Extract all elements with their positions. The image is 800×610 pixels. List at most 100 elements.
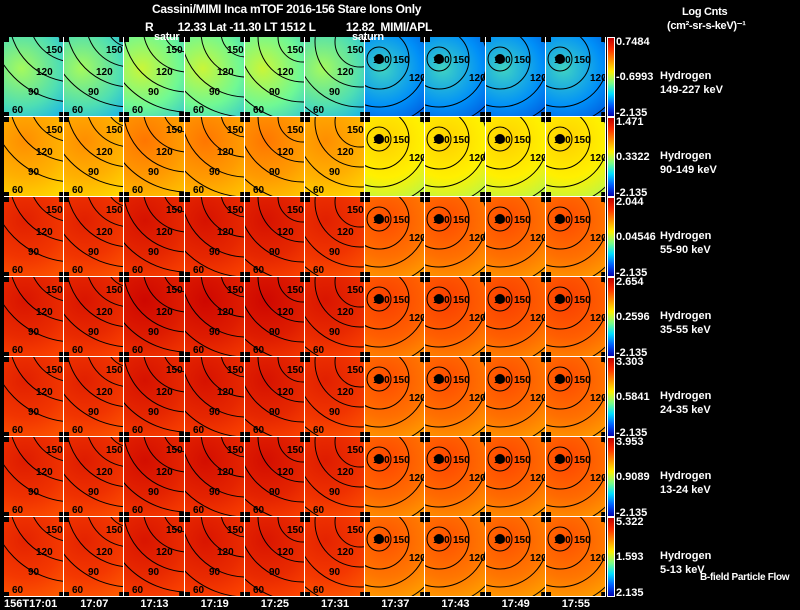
contour-line [485, 357, 545, 428]
corner-mask [239, 512, 244, 516]
contour-line [487, 286, 513, 312]
contour-line [545, 197, 605, 268]
heatmap-cell: 180 150 120 [365, 437, 426, 517]
contour-label: 150 [393, 295, 410, 306]
time-tick-label: 17:43 [441, 598, 470, 610]
contour-label: 90 [329, 247, 341, 258]
contour-label: 120 [36, 307, 53, 318]
contour-line [426, 366, 452, 392]
heatmap-cell: 150 120 90 60 [124, 117, 185, 197]
contour-label: 60 [132, 345, 144, 356]
corner-mask [179, 432, 184, 436]
contour-label: 60 [193, 265, 205, 276]
contour-label: 120 [96, 467, 113, 478]
corner-mask [425, 112, 431, 116]
corner-mask [239, 112, 244, 116]
corner-mask [305, 352, 310, 356]
corner-mask [64, 197, 70, 202]
corner-mask [184, 192, 190, 196]
contour-label: 150 [166, 525, 183, 536]
contour-label: 120 [156, 67, 173, 78]
corner-mask [365, 592, 371, 596]
contour-label: 150 [106, 525, 123, 536]
contour-label: 60 [253, 505, 265, 516]
row-label: Hydrogen 13-24 keV [660, 469, 711, 497]
contour-overlay: 150 120 90 60 [124, 357, 184, 436]
contour-line [425, 277, 485, 348]
contour-label: 150 [393, 135, 410, 146]
corner-mask [299, 277, 304, 282]
corner-mask [540, 512, 545, 516]
contour-label: 180 [494, 215, 511, 226]
corner-mask [124, 352, 130, 356]
heatmap-cell: 150 120 90 60 [244, 277, 305, 357]
contour-line [485, 117, 545, 188]
contour-line [365, 437, 425, 508]
contour-label: 60 [132, 585, 144, 596]
saturn-direction-marker [554, 134, 565, 144]
contour-label: 60 [193, 425, 205, 436]
heatmap-cell: 150 120 90 60 [124, 277, 185, 357]
corner-mask [124, 277, 130, 282]
contour-label: 90 [209, 247, 221, 258]
contour-line [425, 277, 470, 330]
contour-label: 180 [373, 215, 390, 226]
saturn-direction-marker [374, 374, 385, 384]
corner-mask [184, 197, 190, 202]
saturn-direction-marker [434, 534, 445, 544]
contour-line [485, 117, 531, 170]
corner-mask [239, 117, 244, 122]
contour-overlay: 150 120 90 60 [244, 277, 304, 356]
contour-overlay: 150 120 90 60 [124, 37, 184, 116]
contour-line [365, 357, 410, 410]
contour-overlay: 180 150 120 [485, 437, 545, 516]
contour-label: 180 [554, 535, 571, 546]
time-tick-label: 17:07 [80, 598, 109, 610]
contour-line [305, 395, 365, 428]
contour-line [485, 437, 545, 508]
saturn-direction-marker [434, 374, 445, 384]
contour-label: 150 [46, 525, 63, 536]
contour-line [366, 126, 392, 152]
corner-mask [540, 117, 545, 122]
contour-label: 150 [287, 125, 304, 136]
contour-overlay: 150 120 90 60 [184, 357, 244, 436]
contour-overlay: 150 120 90 60 [4, 277, 64, 356]
corner-mask [425, 272, 431, 276]
contour-overlay: 150 120 90 60 [244, 197, 304, 276]
contour-label: 60 [12, 265, 24, 276]
corner-mask [4, 352, 9, 356]
contour-label: 120 [409, 393, 425, 404]
contour-label: 90 [88, 167, 100, 178]
contour-line [487, 526, 513, 552]
corner-mask [485, 117, 491, 122]
corner-mask [184, 352, 190, 356]
contour-label: 150 [514, 535, 531, 546]
contour-label: 150 [166, 205, 183, 216]
saturn-direction-marker [494, 534, 505, 544]
contour-line [244, 145, 304, 183]
contour-line [334, 277, 365, 308]
contour-label: 60 [72, 345, 84, 356]
contour-line [305, 235, 365, 268]
time-tick-label: 17:19 [200, 598, 229, 610]
corner-mask [119, 352, 124, 356]
units-label-2: (cm²-sr-s-keV)⁻¹ [667, 20, 746, 32]
heatmap-cell: 150 120 90 60 [4, 277, 65, 357]
contour-label: 90 [209, 407, 221, 418]
corner-mask [420, 37, 425, 42]
contour-label: 90 [88, 247, 100, 258]
contour-label: 150 [514, 295, 531, 306]
contour-overlay: 150 120 90 60 [305, 117, 365, 196]
corner-mask [124, 592, 130, 596]
contour-label: 90 [269, 167, 281, 178]
heatmap-cell: 150 120 90 60 [244, 117, 305, 197]
contour-label: 150 [453, 295, 470, 306]
corner-mask [179, 592, 184, 596]
corner-mask [59, 277, 64, 282]
corner-mask [64, 277, 70, 282]
contour-line [365, 357, 425, 428]
corner-mask [420, 117, 425, 122]
heatmap-cell: 150 120 90 60 [305, 357, 366, 437]
corner-mask [59, 437, 64, 442]
